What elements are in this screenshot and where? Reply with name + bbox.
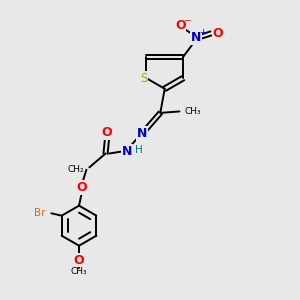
Text: O: O — [74, 254, 84, 267]
Text: +: + — [199, 28, 206, 37]
Text: CH₃: CH₃ — [185, 107, 201, 116]
Text: CH₂: CH₂ — [68, 165, 84, 174]
Text: −: − — [183, 15, 191, 24]
Text: O: O — [77, 181, 87, 194]
Text: O: O — [175, 19, 186, 32]
Text: N: N — [190, 31, 201, 44]
Text: N: N — [122, 145, 132, 158]
Text: CH₃: CH₃ — [71, 267, 87, 276]
Text: O: O — [212, 27, 223, 40]
Text: Br: Br — [34, 208, 46, 218]
Text: O: O — [102, 126, 112, 140]
Text: H: H — [135, 145, 143, 155]
Text: N: N — [137, 127, 147, 140]
Text: S: S — [140, 72, 148, 85]
